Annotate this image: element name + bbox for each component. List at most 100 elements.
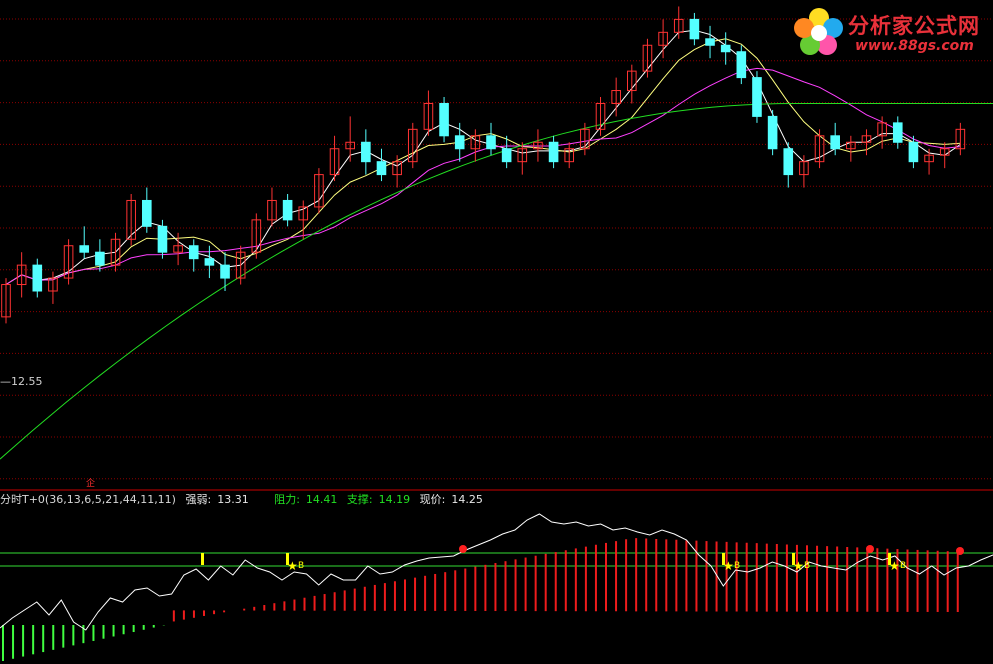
signal-line: [0, 513, 993, 631]
buy-signal-bar: [201, 553, 204, 565]
buy-signal-bar: [792, 553, 795, 565]
candle-body: [705, 38, 715, 46]
candle-body: [814, 135, 825, 163]
candle-body: [939, 148, 950, 156]
candle-body: [32, 264, 43, 292]
candle-body: [611, 90, 621, 104]
candle-body: [580, 128, 590, 150]
candle-body: [48, 277, 58, 292]
candle-body: [79, 245, 90, 253]
buy-signal-label: B: [804, 561, 810, 571]
candle-body: [486, 135, 496, 150]
candle-body: [63, 245, 74, 279]
indicator-legend: 分时T+0(36,13,6,5,21,44,11,11) 强弱: 13.31 阻力…: [0, 491, 489, 509]
candle-body: [595, 102, 606, 130]
resistance-value: 14.41: [305, 493, 338, 506]
candle-body: [267, 199, 277, 221]
candle-body: [533, 141, 543, 150]
candle-body: [173, 245, 183, 253]
candle-body: [220, 264, 230, 279]
low-price-label: —12.55: [0, 375, 43, 388]
support-label: 支撑:: [346, 493, 373, 506]
candle-body: [861, 135, 872, 143]
candle-body: [877, 122, 887, 137]
low-price-value: 12.55: [11, 375, 43, 388]
buy-star-icon: ★: [287, 559, 298, 573]
price-line-tick: —: [0, 375, 11, 388]
candle-body: [392, 161, 402, 176]
buy-signal-bar: [888, 553, 891, 565]
candle-body: [329, 148, 340, 176]
buy-star-icon: ★: [793, 559, 804, 573]
sell-signal-icon: [956, 547, 964, 555]
candle-body: [282, 199, 293, 221]
candle-body: [689, 18, 700, 40]
candlestick-series: [1, 6, 966, 324]
flower-logo-icon: [794, 8, 843, 55]
candle-body: [95, 251, 105, 266]
candle-body: [736, 51, 747, 79]
candle-body: [783, 148, 794, 176]
watermark: 分析家公式网 www.88gs.com: [793, 4, 983, 62]
candle-body: [251, 219, 262, 253]
indicator-name: 分时T+0(36,13,6,5,21,44,11,11): [0, 493, 176, 506]
buy-star-icon: ★: [889, 559, 900, 573]
buy-signal-bar: [286, 553, 289, 565]
ma-short-line: [5, 29, 961, 285]
candle-body: [658, 31, 668, 46]
candle-body: [846, 141, 856, 150]
price-value: 14.25: [451, 493, 483, 506]
candle-body: [423, 102, 434, 130]
candle-body: [892, 122, 903, 143]
candle-body: [924, 154, 934, 163]
candle-body: [314, 174, 324, 208]
candle-body: [501, 148, 512, 163]
candle-body: [767, 115, 778, 150]
candle-body: [548, 141, 559, 163]
candle-body: [204, 258, 215, 266]
resistance-label: 阻力:: [274, 493, 300, 506]
event-marker: 企: [86, 477, 95, 489]
candle-body: [16, 264, 27, 286]
buy-signal-label: B: [900, 561, 906, 571]
candle-body: [454, 135, 465, 150]
candle-body: [298, 206, 309, 221]
grid-lines: [0, 18, 993, 480]
support-value: 14.19: [378, 493, 411, 506]
candle-body: [627, 70, 637, 92]
candle-body: [642, 44, 653, 72]
candle-body: [235, 251, 246, 279]
price-label: 现价:: [419, 493, 446, 506]
sell-signal-icon: [459, 545, 467, 553]
moving-average-lines: [0, 29, 993, 460]
candle-body: [407, 128, 418, 163]
candle-body: [955, 128, 966, 150]
candle-body: [830, 135, 840, 150]
watermark-url: www.88gs.com: [855, 38, 974, 54]
candle-body: [361, 141, 371, 163]
ma-very-long-line: [0, 103, 993, 460]
watermark-title: 分析家公式网: [848, 14, 980, 38]
buy-signal-label: B: [298, 561, 304, 571]
candle-body: [752, 77, 762, 117]
indicator-panel: ★ B ★ B ★ B ★ B: [0, 513, 993, 661]
candle-body: [126, 199, 136, 240]
candle-body: [799, 161, 809, 176]
candle-body: [564, 148, 575, 163]
buy-signal-bar: [722, 553, 725, 565]
candle-body: [157, 225, 168, 253]
candle-body: [1, 284, 11, 318]
candle-body: [720, 44, 731, 53]
candle-body: [142, 199, 152, 227]
candle-body: [345, 141, 355, 150]
strength-value: 13.31: [217, 493, 249, 506]
candle-body: [188, 245, 199, 260]
candle-body: [517, 148, 528, 163]
candle-body: [470, 135, 481, 150]
candle-body: [908, 141, 919, 163]
candle-body: [376, 161, 387, 176]
candle-body: [110, 238, 121, 266]
ma-long-line: [5, 67, 961, 285]
buy-signal-label: B: [734, 561, 740, 571]
